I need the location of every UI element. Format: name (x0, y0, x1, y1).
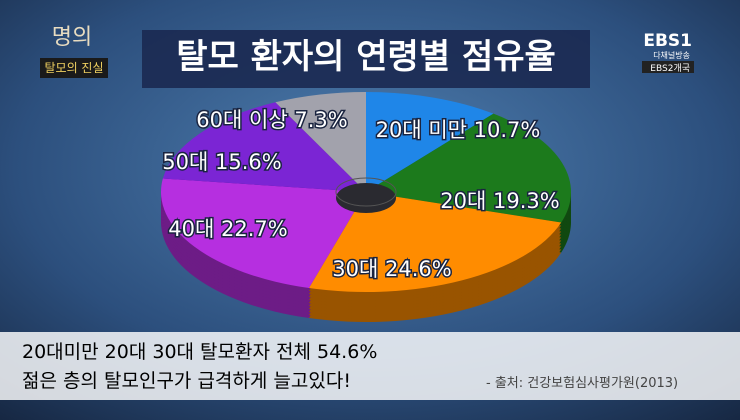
slice-label: 60대 이상 7.3% (196, 108, 347, 132)
category-label: 30대 (332, 257, 378, 281)
pie: 20대 미만 10.7% 20대 19.3% 30대 24.6% 40대 22.7% 5… (161, 92, 571, 322)
program-logo: 명의 (52, 25, 92, 50)
slice-label: 20대 미만 10.7% (376, 118, 541, 142)
title-box (142, 30, 590, 88)
pie-slice (366, 92, 494, 192)
slice-label: 30대 24.6% (332, 257, 451, 281)
value-label: 10.7% (474, 118, 541, 142)
value-label: 19.3% (493, 189, 560, 213)
pie-slice (308, 192, 562, 292)
pie-slice (275, 92, 366, 192)
chart-title: 탈모 환자의 연령별 점유율 (176, 37, 556, 77)
caption-line: 젊은 층의 탈모인구가 급격하게 늘고있다! (22, 370, 351, 392)
caption-line: 20대미만 20대 30대 탈모환자 전체 54.6% (22, 341, 377, 363)
channel-sub2: EBS2개국 (650, 63, 690, 74)
value-label: 15.6% (215, 150, 282, 174)
slice-label: 20대 19.3% (440, 189, 559, 213)
channel-box (642, 61, 694, 73)
category-label: 50대 (162, 150, 208, 174)
channel-logo: EBS1 (643, 31, 692, 51)
caption-band (0, 332, 740, 400)
category-label: 40대 (168, 217, 214, 241)
value-label: 24.6% (385, 257, 452, 281)
category-label: 60대 이상 (196, 108, 287, 132)
category-label: 20대 미만 (376, 118, 467, 142)
slice-label: 50대 15.6% (162, 150, 281, 174)
source: - 출처: 건강보험심사평가원(2013) (486, 376, 678, 391)
pie-hole (336, 183, 396, 213)
episode-box (40, 58, 108, 78)
value-label: 7.3% (294, 108, 347, 132)
pie-slice (162, 102, 366, 192)
pie-slice (161, 178, 366, 289)
pie-slice (366, 113, 571, 223)
episode: 탈모의 진실 (44, 61, 103, 75)
pie-hole-rim (335, 177, 397, 207)
slice-label: 40대 22.7% (168, 217, 287, 241)
channel-sub: 다채널방송 (653, 50, 690, 60)
value-label: 22.7% (221, 217, 288, 241)
category-label: 20대 (440, 189, 486, 213)
